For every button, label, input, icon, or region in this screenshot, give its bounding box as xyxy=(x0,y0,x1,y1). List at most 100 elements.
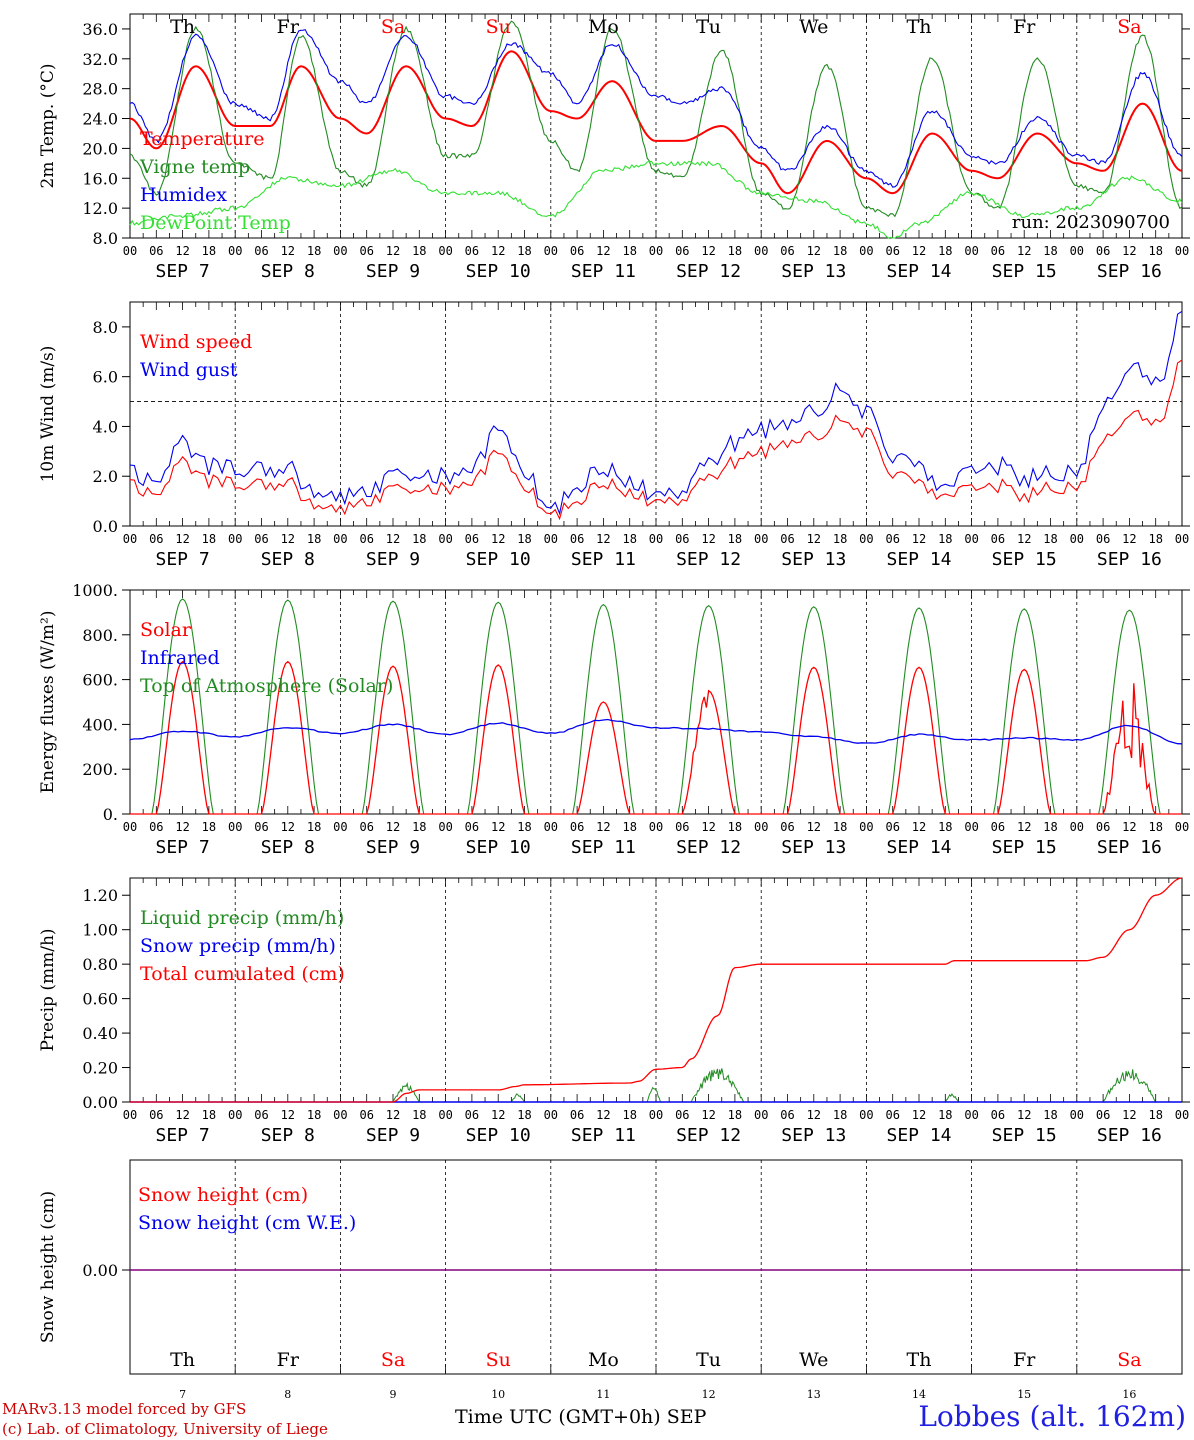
hour-tick-label: 06 xyxy=(780,1108,794,1122)
hour-tick-label: 18 xyxy=(307,244,321,258)
day-name: Tu xyxy=(696,16,721,38)
y-tick-label: 16.0 xyxy=(82,169,118,188)
hour-tick-label: 18 xyxy=(1148,1108,1162,1122)
date-label: SEP 7 xyxy=(156,549,210,570)
series-dewpoint-temp xyxy=(129,160,1183,239)
hour-tick-label: 06 xyxy=(465,820,479,834)
legend-entry: Top of Atmosphere (Solar) xyxy=(140,675,393,697)
panel-5 xyxy=(129,1159,1183,1375)
hour-tick-label: 18 xyxy=(307,532,321,546)
y-tick-label: 0.00 xyxy=(82,1093,118,1112)
hour-tick-label: 12 xyxy=(1122,532,1136,546)
hour-tick-label: 00 xyxy=(228,532,242,546)
y-tick-label: 12.0 xyxy=(82,199,118,218)
legend-entry: Liquid precip (mm/h) xyxy=(140,907,344,929)
date-label: SEP 14 xyxy=(886,837,951,858)
panel-1: 00 06 12 18 00 06 12 18 00 06 12 18 00 06 12 18 00 06 12 18… xyxy=(123,13,1189,282)
hour-tick-label: 00 xyxy=(649,244,663,258)
date-label: SEP 9 xyxy=(366,837,420,858)
date-label: SEP 16 xyxy=(1097,261,1162,282)
day-number: 7 xyxy=(179,1388,186,1401)
legend-entry: Snow height (cm W.E.) xyxy=(138,1212,356,1234)
day-name: Sa xyxy=(1117,1349,1141,1371)
hour-tick-label: 00 xyxy=(649,820,663,834)
hour-tick-label: 18 xyxy=(517,244,531,258)
hour-tick-label: 06 xyxy=(149,532,163,546)
date-label: SEP 14 xyxy=(886,261,951,282)
date-label: SEP 16 xyxy=(1097,549,1162,570)
hour-tick-label: 06 xyxy=(359,820,373,834)
hour-tick-label: 06 xyxy=(254,244,268,258)
hour-tick-label: 18 xyxy=(1043,820,1057,834)
date-label: SEP 11 xyxy=(571,1125,636,1146)
hour-tick-label: 18 xyxy=(1148,244,1162,258)
series-humidex xyxy=(129,29,1183,188)
series-temperature xyxy=(129,50,1183,195)
y-tick-label: 2.0 xyxy=(93,467,118,486)
hour-tick-label: 18 xyxy=(833,244,847,258)
hour-tick-label: 12 xyxy=(807,820,821,834)
hour-tick-label: 18 xyxy=(622,532,636,546)
y-tick-label: 400. xyxy=(82,715,118,734)
date-label: SEP 7 xyxy=(156,837,210,858)
legend-entry: DewPoint Temp xyxy=(140,212,291,234)
hour-tick-label: 12 xyxy=(701,1108,715,1122)
hour-tick-label: 00 xyxy=(754,244,768,258)
legend-entry: Wind speed xyxy=(140,331,252,353)
hour-tick-label: 00 xyxy=(544,1108,558,1122)
hour-tick-label: 12 xyxy=(491,820,505,834)
day-name: Th xyxy=(907,16,932,38)
hour-tick-label: 12 xyxy=(701,244,715,258)
date-label: SEP 11 xyxy=(571,549,636,570)
station-name: Lobbes (alt. 162m) xyxy=(918,1400,1186,1433)
y-tick-label: 800. xyxy=(82,626,118,645)
y-tick-label: 28.0 xyxy=(82,80,118,99)
date-label: SEP 15 xyxy=(992,549,1057,570)
hour-tick-label: 12 xyxy=(281,1108,295,1122)
hour-tick-label: 06 xyxy=(570,820,584,834)
hour-tick-label: 12 xyxy=(1017,244,1031,258)
day-number: 16 xyxy=(1122,1388,1136,1401)
series-solar xyxy=(130,660,1182,815)
series-total-cumulated xyxy=(130,877,1183,1103)
hour-tick-label: 18 xyxy=(517,820,531,834)
date-label: SEP 13 xyxy=(781,261,846,282)
hour-tick-label: 12 xyxy=(1017,820,1031,834)
date-label: SEP 11 xyxy=(571,261,636,282)
hour-tick-label: 06 xyxy=(465,532,479,546)
hour-tick-label: 00 xyxy=(1175,532,1189,546)
y-tick-label: 32.0 xyxy=(82,50,118,69)
hour-tick-label: 00 xyxy=(754,820,768,834)
hour-tick-label: 06 xyxy=(570,244,584,258)
hour-tick-label: 06 xyxy=(149,244,163,258)
hour-tick-label: 18 xyxy=(1043,1108,1057,1122)
hour-tick-label: 12 xyxy=(491,532,505,546)
date-label: SEP 8 xyxy=(261,1125,315,1146)
y-axis-label: Snow height (cm) xyxy=(38,1191,58,1343)
hour-tick-label: 18 xyxy=(202,1108,216,1122)
panel-4: 00 06 12 18 00 06 12 18 00 06 12 18 00 06 12 18 00 06 12 18… xyxy=(123,877,1189,1146)
date-label: SEP 9 xyxy=(366,549,420,570)
hour-tick-label: 12 xyxy=(175,244,189,258)
day-name: Su xyxy=(486,1349,511,1371)
y-tick-label: 6.0 xyxy=(93,368,118,387)
hour-tick-label: 00 xyxy=(649,532,663,546)
day-name: Sa xyxy=(381,1349,405,1371)
day-number: 10 xyxy=(491,1388,505,1401)
hour-tick-label: 00 xyxy=(333,244,347,258)
hour-tick-label: 06 xyxy=(885,1108,899,1122)
legend-entry: Infrared xyxy=(140,647,220,669)
day-name: Fr xyxy=(1013,16,1036,38)
hour-tick-label: 06 xyxy=(254,1108,268,1122)
y-tick-label: 8.0 xyxy=(93,229,118,248)
hour-tick-label: 12 xyxy=(807,1108,821,1122)
day-name: Su xyxy=(486,16,511,38)
y-axis-label: 2m Temp. (°C) xyxy=(38,63,58,188)
date-label: SEP 15 xyxy=(992,261,1057,282)
hour-tick-label: 00 xyxy=(123,532,137,546)
hour-tick-label: 18 xyxy=(412,1108,426,1122)
hour-tick-label: 06 xyxy=(359,532,373,546)
hour-tick-label: 12 xyxy=(281,820,295,834)
date-label: SEP 13 xyxy=(781,837,846,858)
